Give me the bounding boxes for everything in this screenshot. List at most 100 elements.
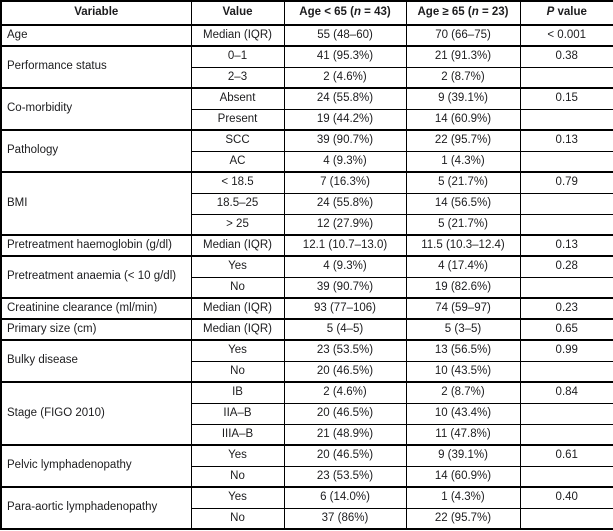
p-value-cell: < 0.001 xyxy=(519,24,613,47)
p-value-cell: 0.84 xyxy=(519,381,613,404)
age-lt-65-cell: 12.1 (10.7–13.0) xyxy=(283,234,407,257)
variable-cell: Age xyxy=(0,24,192,47)
age-ge-65-cell: 9 (39.1%) xyxy=(405,87,521,110)
age-ge-65-cell: 11 (47.8%) xyxy=(405,423,521,446)
age-ge-65-cell: 14 (60.9%) xyxy=(405,465,521,488)
age-lt-65-cell: 19 (44.2%) xyxy=(283,108,407,131)
variable-cell: Primary size (cm) xyxy=(0,318,192,341)
header-value: Value xyxy=(190,0,285,26)
value-cell: IB xyxy=(190,381,285,404)
variable-cell: Pathology xyxy=(0,129,192,173)
table-row: Bulky disease Yes 23 (53.5%) 13 (56.5%) 0.99 xyxy=(0,339,613,383)
age-ge-65-cell: 5 (21.7%) xyxy=(405,171,521,194)
variable-cell: Co-morbidity xyxy=(0,87,192,131)
age-lt-65-cell: 2 (4.6%) xyxy=(283,381,407,404)
age-lt-65-cell: 55 (48–60) xyxy=(283,24,407,47)
age-ge-65-cell: 14 (60.9%) xyxy=(405,108,521,131)
value-cell: Yes xyxy=(190,255,285,278)
value-cell: No xyxy=(190,465,285,488)
header-p-value: P value xyxy=(519,0,613,26)
p-value-cell xyxy=(519,360,613,383)
age-ge-65-cell: 70 (66–75) xyxy=(405,24,521,47)
value-cell: SCC xyxy=(190,129,285,152)
age-ge-65-cell: 5 (21.7%) xyxy=(405,213,521,236)
table-row: Pretreatment haemoglobin (g/dl) Median (I… xyxy=(0,234,613,257)
p-value-cell xyxy=(519,423,613,446)
age-lt-65-cell: 23 (53.5%) xyxy=(283,465,407,488)
header-variable: Variable xyxy=(0,0,192,26)
table-row: Age Median (IQR) 55 (48–60) 70 (66–75) < 0.0… xyxy=(0,24,613,47)
age-lt-65-cell: 41 (95.3%) xyxy=(283,45,407,68)
value-cell: Median (IQR) xyxy=(190,297,285,320)
p-value-cell xyxy=(519,150,613,173)
table-body: Age Median (IQR) 55 (48–60) 70 (66–75) < 0.0… xyxy=(0,24,613,530)
age-lt-65-cell: 4 (9.3%) xyxy=(283,255,407,278)
p-value-cell xyxy=(519,192,613,215)
value-cell: Median (IQR) xyxy=(190,234,285,257)
table-row: Stage (FIGO 2010) IB 2 (4.6%) 2 (8.7%) 0.84 xyxy=(0,381,613,446)
age-lt-65-cell: 37 (86%) xyxy=(283,507,407,530)
age-ge-65-cell: 2 (8.7%) xyxy=(405,381,521,404)
value-cell: Present xyxy=(190,108,285,131)
variable-cell: Pretreatment haemoglobin (g/dl) xyxy=(0,234,192,257)
age-lt-65-cell: 12 (27.9%) xyxy=(283,213,407,236)
header-age-lt-65: Age < 65 (n = 43) xyxy=(283,0,407,26)
table-row: IIA–B 20 (46.5%) 10 (43.4%) xyxy=(1,402,613,425)
value-cell: 0–1 xyxy=(190,45,285,68)
p-value-cell xyxy=(519,402,613,425)
table-row: No 20 (46.5%) 10 (43.5%) xyxy=(1,360,613,383)
age-lt-65-cell: 39 (90.7%) xyxy=(283,129,407,152)
p-value-cell: 0.40 xyxy=(519,486,613,509)
value-cell: Yes xyxy=(190,339,285,362)
variable-cell: Creatinine clearance (ml/min) xyxy=(0,297,192,320)
table-row: Para-aortic lymphadenopathy Yes 6 (14.0%) 1… xyxy=(0,486,613,530)
table-row: Co-morbidity Absent 24 (55.8%) 9 (39.1%) 0.1… xyxy=(0,87,613,131)
value-cell: Median (IQR) xyxy=(190,318,285,341)
age-ge-65-cell: 5 (3–5) xyxy=(405,318,521,341)
age-ge-65-cell: 74 (59–97) xyxy=(405,297,521,320)
age-lt-65-cell: 20 (46.5%) xyxy=(283,360,407,383)
p-value-cell: 0.65 xyxy=(519,318,613,341)
value-cell: No xyxy=(190,360,285,383)
table-row: Pelvic lymphadenopathy Yes 20 (46.5%) 9 (39… xyxy=(0,444,613,488)
age-lt-65-cell: 24 (55.8%) xyxy=(283,192,407,215)
p-value-cell xyxy=(519,213,613,236)
age-ge-65-cell: 21 (91.3%) xyxy=(405,45,521,68)
p-value-cell: 0.13 xyxy=(519,129,613,152)
value-cell: 18.5–25 xyxy=(190,192,285,215)
age-ge-65-cell: 9 (39.1%) xyxy=(405,444,521,467)
p-value-cell xyxy=(519,66,613,89)
value-cell: Yes xyxy=(190,444,285,467)
table-row: No 37 (86%) 22 (95.7%) xyxy=(1,507,613,530)
p-value-cell: 0.23 xyxy=(519,297,613,320)
age-ge-65-cell: 19 (82.6%) xyxy=(405,276,521,299)
age-ge-65-cell: 14 (56.5%) xyxy=(405,192,521,215)
age-ge-65-cell: 10 (43.4%) xyxy=(405,402,521,425)
table-row: Creatinine clearance (ml/min) Median (IQR… xyxy=(0,297,613,320)
p-value-cell xyxy=(519,465,613,488)
age-ge-65-cell: 1 (4.3%) xyxy=(405,486,521,509)
value-cell: Yes xyxy=(190,486,285,509)
p-value-cell: 0.38 xyxy=(519,45,613,68)
table-row: Pretreatment anaemia (< 10 g/dl) Yes 4 (9.… xyxy=(0,255,613,299)
value-cell: IIA–B xyxy=(190,402,285,425)
value-cell: No xyxy=(190,276,285,299)
age-ge-65-cell: 10 (43.5%) xyxy=(405,360,521,383)
age-lt-65-cell: 20 (46.5%) xyxy=(283,402,407,425)
value-cell: > 25 xyxy=(190,213,285,236)
age-ge-65-cell: 22 (95.7%) xyxy=(405,507,521,530)
age-lt-65-cell: 6 (14.0%) xyxy=(283,486,407,509)
table-row: Pathology SCC 39 (90.7%) 22 (95.7%) 0.13 xyxy=(0,129,613,173)
table-row: BMI < 18.5 7 (16.3%) 5 (21.7%) 0.79 xyxy=(0,171,613,236)
age-ge-65-cell: 22 (95.7%) xyxy=(405,129,521,152)
value-cell: AC xyxy=(190,150,285,173)
value-cell: Median (IQR) xyxy=(190,24,285,47)
age-ge-65-cell: 13 (56.5%) xyxy=(405,339,521,362)
age-lt-65-cell: 2 (4.6%) xyxy=(283,66,407,89)
p-value-cell: 0.13 xyxy=(519,234,613,257)
header-row: Variable Value Age < 65 (n = 43) Age ≥ 65 (… xyxy=(0,0,613,26)
age-ge-65-cell: 11.5 (10.3–12.4) xyxy=(405,234,521,257)
header-age-ge-65: Age ≥ 65 (n = 23) xyxy=(405,0,521,26)
age-lt-65-cell: 24 (55.8%) xyxy=(283,87,407,110)
